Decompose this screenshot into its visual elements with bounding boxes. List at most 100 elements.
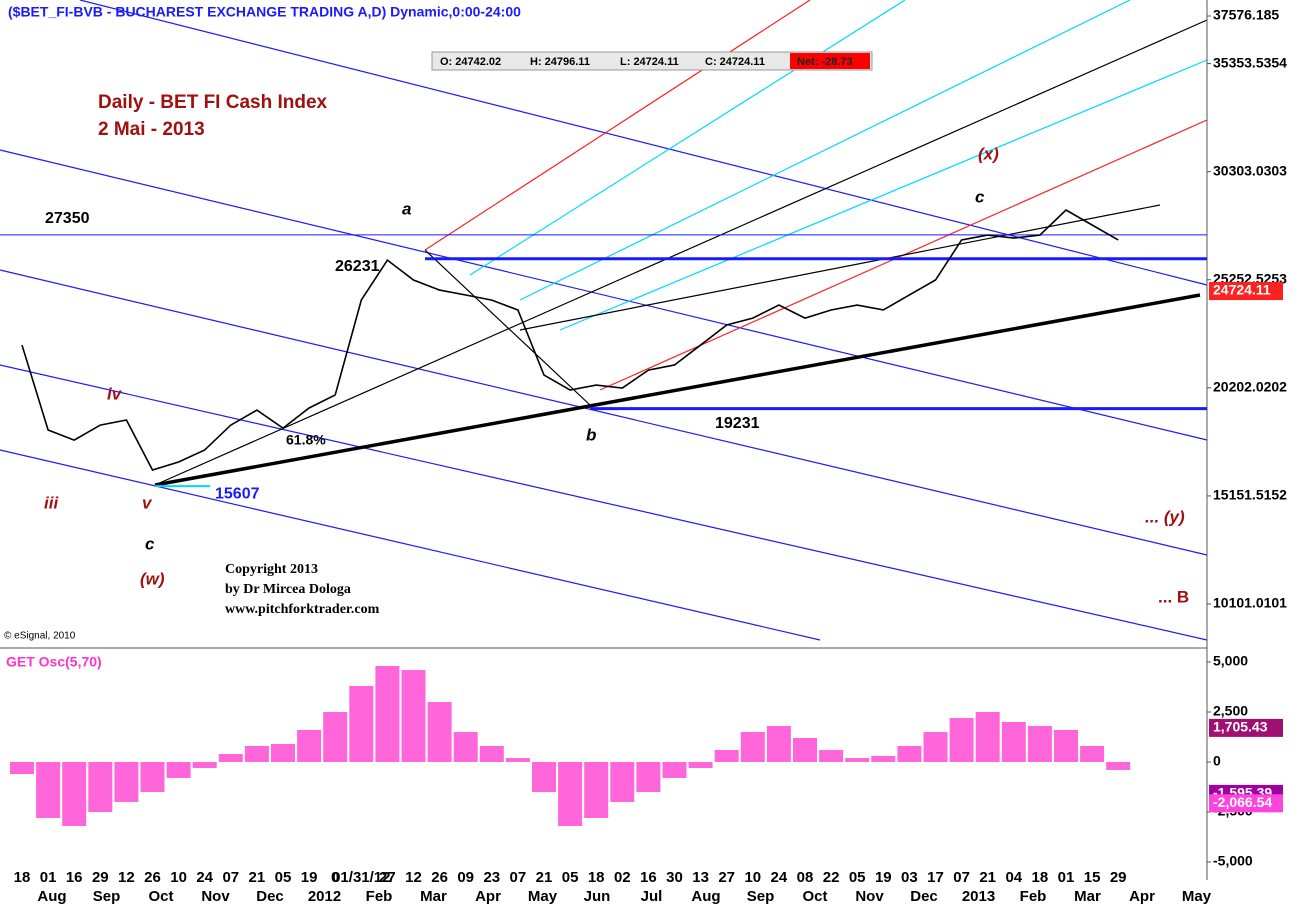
osc-bar bbox=[218, 754, 243, 762]
osc-bar bbox=[244, 746, 269, 762]
wave-label: ... B bbox=[1158, 587, 1189, 606]
ohlc-box: O: 24742.02 H: 24796.11 L: 24724.11 C: 2… bbox=[431, 51, 873, 71]
osc-bar bbox=[610, 762, 635, 802]
osc-bar bbox=[401, 670, 426, 762]
x-tick-label: 24 bbox=[771, 869, 788, 886]
x-month-label: 2013 bbox=[962, 888, 995, 905]
osc-title: GET Osc(5,70) bbox=[6, 654, 102, 670]
osc-bar bbox=[584, 762, 609, 818]
ohlc-low: L: 24724.11 bbox=[620, 56, 679, 68]
copyright: by Dr Mircea Dologa bbox=[225, 582, 351, 597]
level-label: 19231 bbox=[715, 415, 760, 432]
x-month-label: Mar bbox=[1074, 888, 1101, 905]
band-value-box bbox=[1209, 794, 1283, 813]
level-label: 27350 bbox=[45, 210, 90, 227]
x-tick-label: 26 bbox=[431, 869, 448, 886]
y-tick-label: 10101.0101 bbox=[1213, 595, 1287, 611]
x-tick-label: 01/31/12 bbox=[332, 869, 390, 886]
wave-label: c bbox=[975, 187, 985, 206]
x-month-label: Nov bbox=[855, 888, 884, 905]
wave-label: iii bbox=[44, 493, 59, 512]
wave-label: (w) bbox=[140, 569, 165, 588]
fib-label: 61.8% bbox=[286, 432, 326, 448]
copyright: www.pitchforktrader.com bbox=[225, 602, 380, 617]
band-value-label: 1,705.43 bbox=[1213, 719, 1268, 735]
wave-label: v bbox=[142, 493, 153, 512]
osc-bar bbox=[871, 756, 896, 762]
x-tick-label: 23 bbox=[483, 869, 500, 886]
osc-bar bbox=[1080, 746, 1105, 762]
x-month-label: Feb bbox=[1020, 888, 1047, 905]
osc-bar bbox=[949, 718, 974, 762]
wave-label: (x) bbox=[978, 144, 999, 163]
x-month-label: Aug bbox=[37, 888, 66, 905]
x-month-label: Feb bbox=[366, 888, 393, 905]
osc-bar bbox=[688, 762, 713, 768]
wave-label: c bbox=[145, 534, 155, 553]
ohlc-net: Net: -28.73 bbox=[797, 56, 853, 68]
price-line bbox=[21, 209, 1119, 472]
osc-bar bbox=[375, 666, 400, 762]
x-tick-label: 17 bbox=[927, 869, 944, 886]
x-tick-label: 08 bbox=[797, 869, 814, 886]
osc-bar bbox=[10, 762, 34, 774]
x-tick-label: 10 bbox=[744, 869, 761, 886]
osc-bar bbox=[297, 730, 322, 762]
last-value-label: 24724.11 bbox=[1213, 282, 1271, 298]
osc-bar bbox=[323, 712, 348, 762]
x-tick-label: 04 bbox=[1005, 869, 1022, 886]
wave-label: ... (y) bbox=[1145, 507, 1185, 526]
osc-bar bbox=[166, 762, 191, 778]
x-tick-label: 07 bbox=[222, 869, 239, 886]
x-month-label: Dec bbox=[910, 888, 938, 905]
band-value-label: -2,066.54 bbox=[1213, 794, 1272, 810]
x-tick-label: 16 bbox=[66, 869, 83, 886]
y-tick-label: 30303.0303 bbox=[1213, 162, 1287, 178]
wave-label: b bbox=[586, 425, 596, 444]
wave-label: a bbox=[402, 199, 411, 218]
y-tick-label: -5,000 bbox=[1213, 853, 1253, 869]
osc-bar bbox=[1001, 722, 1026, 762]
x-tick-label: 12 bbox=[118, 869, 135, 886]
osc-bar bbox=[923, 732, 948, 762]
x-tick-label: 19 bbox=[875, 869, 892, 886]
copyright: Copyright 2013 bbox=[225, 562, 318, 577]
x-month-label: Aug bbox=[691, 888, 720, 905]
osc-bar bbox=[714, 750, 739, 762]
x-tick-label: 27 bbox=[379, 869, 396, 886]
x-tick-label: 15 bbox=[1084, 869, 1101, 886]
x-month-label: Jul bbox=[641, 888, 663, 905]
osc-bar bbox=[975, 712, 1000, 762]
x-tick-label: 09 bbox=[457, 869, 474, 886]
x-month-label: Nov bbox=[201, 888, 230, 905]
y-tick-label: 0 bbox=[1213, 753, 1221, 769]
x-tick-label: 21 bbox=[249, 869, 266, 886]
x-tick-label: 18 bbox=[1032, 869, 1049, 886]
osc-bar bbox=[636, 762, 661, 792]
x-tick-label: 05 bbox=[275, 869, 292, 886]
x-tick-label: 10 bbox=[170, 869, 187, 886]
osc-bar bbox=[62, 762, 87, 826]
x-tick-label: 07 bbox=[953, 869, 970, 886]
x-month-label: Sep bbox=[747, 888, 775, 905]
x-tick-label: 30 bbox=[666, 869, 683, 886]
x-tick-label: 21 bbox=[979, 869, 996, 886]
osc-bar bbox=[558, 762, 583, 826]
osc-bar bbox=[793, 738, 817, 762]
watermark: © eSignal, 2010 bbox=[4, 631, 76, 642]
x-month-label: Jun bbox=[584, 888, 611, 905]
osc-bar bbox=[845, 758, 870, 762]
osc-bar bbox=[662, 762, 687, 778]
x-tick-label: 22 bbox=[823, 869, 840, 886]
x-tick-label: 18 bbox=[588, 869, 605, 886]
x-month-label: Sep bbox=[93, 888, 121, 905]
x-tick-label: 03 bbox=[901, 869, 918, 886]
y-tick-label: 2,500 bbox=[1213, 703, 1248, 719]
osc-bar bbox=[36, 762, 61, 818]
x-month-label: Mar bbox=[420, 888, 447, 905]
osc-bar bbox=[192, 762, 217, 768]
osc-bar bbox=[740, 732, 765, 762]
osc-bar bbox=[532, 762, 556, 792]
x-tick-label: 21 bbox=[536, 869, 553, 886]
